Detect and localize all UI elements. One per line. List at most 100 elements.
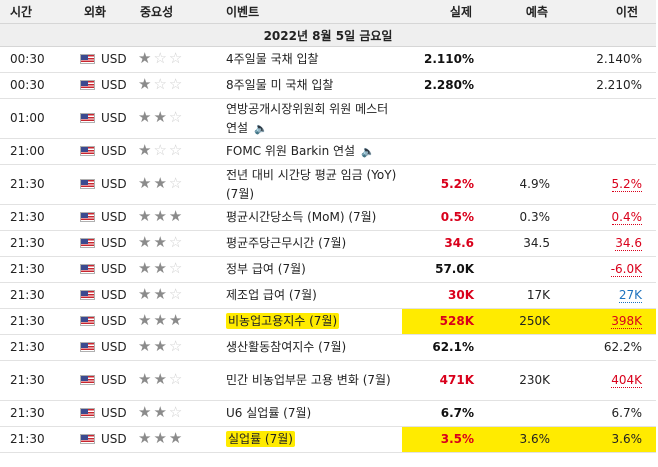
us-flag-icon <box>80 264 95 274</box>
currency-code: USD <box>101 262 127 276</box>
event-row[interactable]: 21:30 USD ★ ★ ★ 평균시간당소득 (MoM) (7월) 0.5% 0.3% 0.4… <box>0 204 656 231</box>
event-time: 00:30 <box>0 46 62 73</box>
event-name-cell[interactable]: 연방공개시장위원회 위원 메스터 연설 🔈 <box>218 98 402 139</box>
event-name-cell[interactable]: 정부 급여 (7월) <box>218 256 402 283</box>
event-name-cell[interactable]: U6 실업률 (7월) <box>218 400 402 427</box>
event-currency: USD <box>62 72 127 99</box>
event-name-cell[interactable]: FOMC 위원 Barkin 연설 🔈 <box>218 138 402 165</box>
header-actual[interactable]: 실제 <box>402 0 490 24</box>
star-empty-icon: ☆ <box>168 75 183 93</box>
event-name-cell[interactable]: 8주일물 미 국채 입찰 <box>218 72 402 99</box>
speaker-icon[interactable]: 🔈 <box>361 145 375 158</box>
event-previous[interactable]: 27K <box>618 288 642 303</box>
header-forecast[interactable]: 예측 <box>490 0 572 24</box>
event-actual: 2.110% <box>402 46 490 73</box>
currency-code: USD <box>101 52 127 66</box>
event-name-cell[interactable]: 민간 비농업부문 고용 변화 (7월) <box>218 360 402 401</box>
star-filled-icon: ★ <box>153 174 167 192</box>
event-previous-cell: -6.0K <box>572 256 656 283</box>
event-previous[interactable]: 398K <box>611 314 642 329</box>
event-name-cell[interactable]: 실업률 (7월) <box>218 426 402 453</box>
event-name-cell[interactable]: 생산활동참여지수 (7월) <box>218 334 402 361</box>
event-name-cell[interactable]: 4주일물 국채 입찰 <box>218 46 402 73</box>
event-row[interactable]: 21:30 USD ★ ★ ☆ 평균주당근무시간 (7월) 34.6 34.5 34.6 <box>0 230 656 257</box>
header-event[interactable]: 이벤트 <box>218 0 402 24</box>
event-name-link[interactable]: 8주일물 미 국채 입찰 <box>226 78 334 92</box>
event-name-cell[interactable]: 전년 대비 시간당 평균 임금 (YoY) (7월) <box>218 164 402 205</box>
event-previous[interactable]: 404K <box>611 373 642 388</box>
event-row[interactable]: 21:00 USD ★ ☆ ☆ FOMC 위원 Barkin 연설 🔈 <box>0 138 656 165</box>
star-filled-icon: ★ <box>138 233 152 251</box>
currency-code: USD <box>101 340 127 354</box>
star-filled-icon: ★ <box>138 174 152 192</box>
event-row[interactable]: 21:30 USD ★ ★ ☆ 제조업 급여 (7월) 30K 17K 27K <box>0 282 656 309</box>
event-forecast: 34.5 <box>490 230 572 257</box>
event-previous[interactable]: -6.0K <box>610 262 642 277</box>
star-filled-icon: ★ <box>153 429 167 447</box>
event-row[interactable]: 00:30 USD ★ ☆ ☆ 8주일물 미 국채 입찰 2.280% 2.210% <box>0 72 656 99</box>
event-name-cell[interactable]: 평균시간당소득 (MoM) (7월) <box>218 204 402 231</box>
importance-stars: ★ ★ ☆ <box>126 256 218 283</box>
importance-stars: ★ ★ ★ <box>126 426 218 453</box>
event-forecast <box>490 98 572 139</box>
event-name-link[interactable]: 평균주당근무시간 (7월) <box>226 236 347 250</box>
event-row[interactable]: 00:30 USD ★ ☆ ☆ 4주일물 국채 입찰 2.110% 2.140% <box>0 46 656 73</box>
event-actual: 57.0K <box>402 256 490 283</box>
event-name-link[interactable]: 연방공개시장위원회 위원 메스터 연설 <box>226 101 389 135</box>
importance-stars: ★ ★ ☆ <box>126 400 218 427</box>
us-flag-icon <box>80 212 95 222</box>
event-forecast <box>490 400 572 427</box>
event-name-cell[interactable]: 평균주당근무시간 (7월) <box>218 230 402 257</box>
event-name-link[interactable]: FOMC 위원 Barkin 연설 <box>226 144 356 158</box>
event-previous[interactable]: 34.6 <box>615 236 642 251</box>
star-empty-icon: ☆ <box>153 75 167 93</box>
event-row[interactable]: 21:30 USD ★ ★ ★ 실업률 (7월) 3.5% 3.6% 3.6% <box>0 426 656 453</box>
event-name-link[interactable]: 제조업 급여 (7월) <box>226 288 317 302</box>
event-name-link[interactable]: 정부 급여 (7월) <box>226 262 306 276</box>
star-filled-icon: ★ <box>138 370 152 388</box>
event-actual: 34.6 <box>402 230 490 257</box>
header-currency[interactable]: 외화 <box>62 0 126 24</box>
event-forecast: 3.6% <box>490 426 572 453</box>
star-empty-icon: ☆ <box>168 49 183 67</box>
event-previous-cell: 3.6% <box>572 426 656 453</box>
event-name-link[interactable]: 전년 대비 시간당 평균 임금 (YoY) (7월) <box>226 167 397 201</box>
event-name-link[interactable]: U6 실업률 (7월) <box>226 406 312 420</box>
event-row[interactable]: 01:00 USD ★ ★ ☆ 연방공개시장위원회 위원 메스터 연설 🔈 <box>0 98 656 139</box>
header-previous[interactable]: 이전 <box>572 0 656 24</box>
currency-code: USD <box>101 177 127 191</box>
date-label: 2022년 8월 5일 금요일 <box>0 23 656 47</box>
event-row[interactable]: 21:30 USD ★ ★ ★ 비농업고용지수 (7월) 528K 250K 398K <box>0 308 656 335</box>
event-name-link[interactable]: 민간 비농업부문 고용 변화 (7월) <box>226 373 391 387</box>
event-previous-cell: 398K <box>572 308 656 335</box>
event-row[interactable]: 21:30 USD ★ ★ ☆ 전년 대비 시간당 평균 임금 (YoY) (7월) 5.2… <box>0 164 656 205</box>
event-actual: 2.280% <box>402 72 490 99</box>
event-previous: 2.210% <box>596 78 642 92</box>
event-forecast: 250K <box>490 308 572 335</box>
speaker-icon[interactable]: 🔈 <box>254 121 268 135</box>
event-previous-cell: 404K <box>572 360 656 401</box>
event-row[interactable]: 21:30 USD ★ ★ ☆ 정부 급여 (7월) 57.0K -6.0K <box>0 256 656 283</box>
event-row[interactable]: 21:30 USD ★ ★ ☆ 생산활동참여지수 (7월) 62.1% 62.2% <box>0 334 656 361</box>
header-time[interactable]: 시간 <box>0 0 62 24</box>
event-name-link[interactable]: 4주일물 국채 입찰 <box>226 52 319 66</box>
event-name-link[interactable]: 비농업고용지수 (7월) <box>226 313 340 329</box>
star-filled-icon: ★ <box>138 259 152 277</box>
event-name-link[interactable]: 실업률 (7월) <box>226 431 295 447</box>
header-importance[interactable]: 중요성 <box>126 0 218 24</box>
event-name-link[interactable]: 생산활동참여지수 (7월) <box>226 340 347 354</box>
event-currency: USD <box>62 164 127 205</box>
event-name-cell[interactable]: 비농업고용지수 (7월) <box>218 308 402 335</box>
event-name-cell[interactable]: 제조업 급여 (7월) <box>218 282 402 309</box>
event-currency: USD <box>62 334 127 361</box>
event-previous[interactable]: 0.4% <box>611 210 642 225</box>
event-previous[interactable]: 5.2% <box>611 177 642 192</box>
event-name-link[interactable]: 평균시간당소득 (MoM) (7월) <box>226 210 377 224</box>
event-forecast <box>490 334 572 361</box>
event-row[interactable]: 21:30 USD ★ ★ ☆ U6 실업률 (7월) 6.7% 6.7% <box>0 400 656 427</box>
event-time: 21:30 <box>0 334 62 361</box>
event-row[interactable]: 21:30 USD ★ ★ ☆ 민간 비농업부문 고용 변화 (7월) 471K 230K 40… <box>0 360 656 401</box>
star-filled-icon: ★ <box>168 311 183 329</box>
importance-stars: ★ ★ ☆ <box>126 282 218 309</box>
event-currency: USD <box>62 138 127 165</box>
